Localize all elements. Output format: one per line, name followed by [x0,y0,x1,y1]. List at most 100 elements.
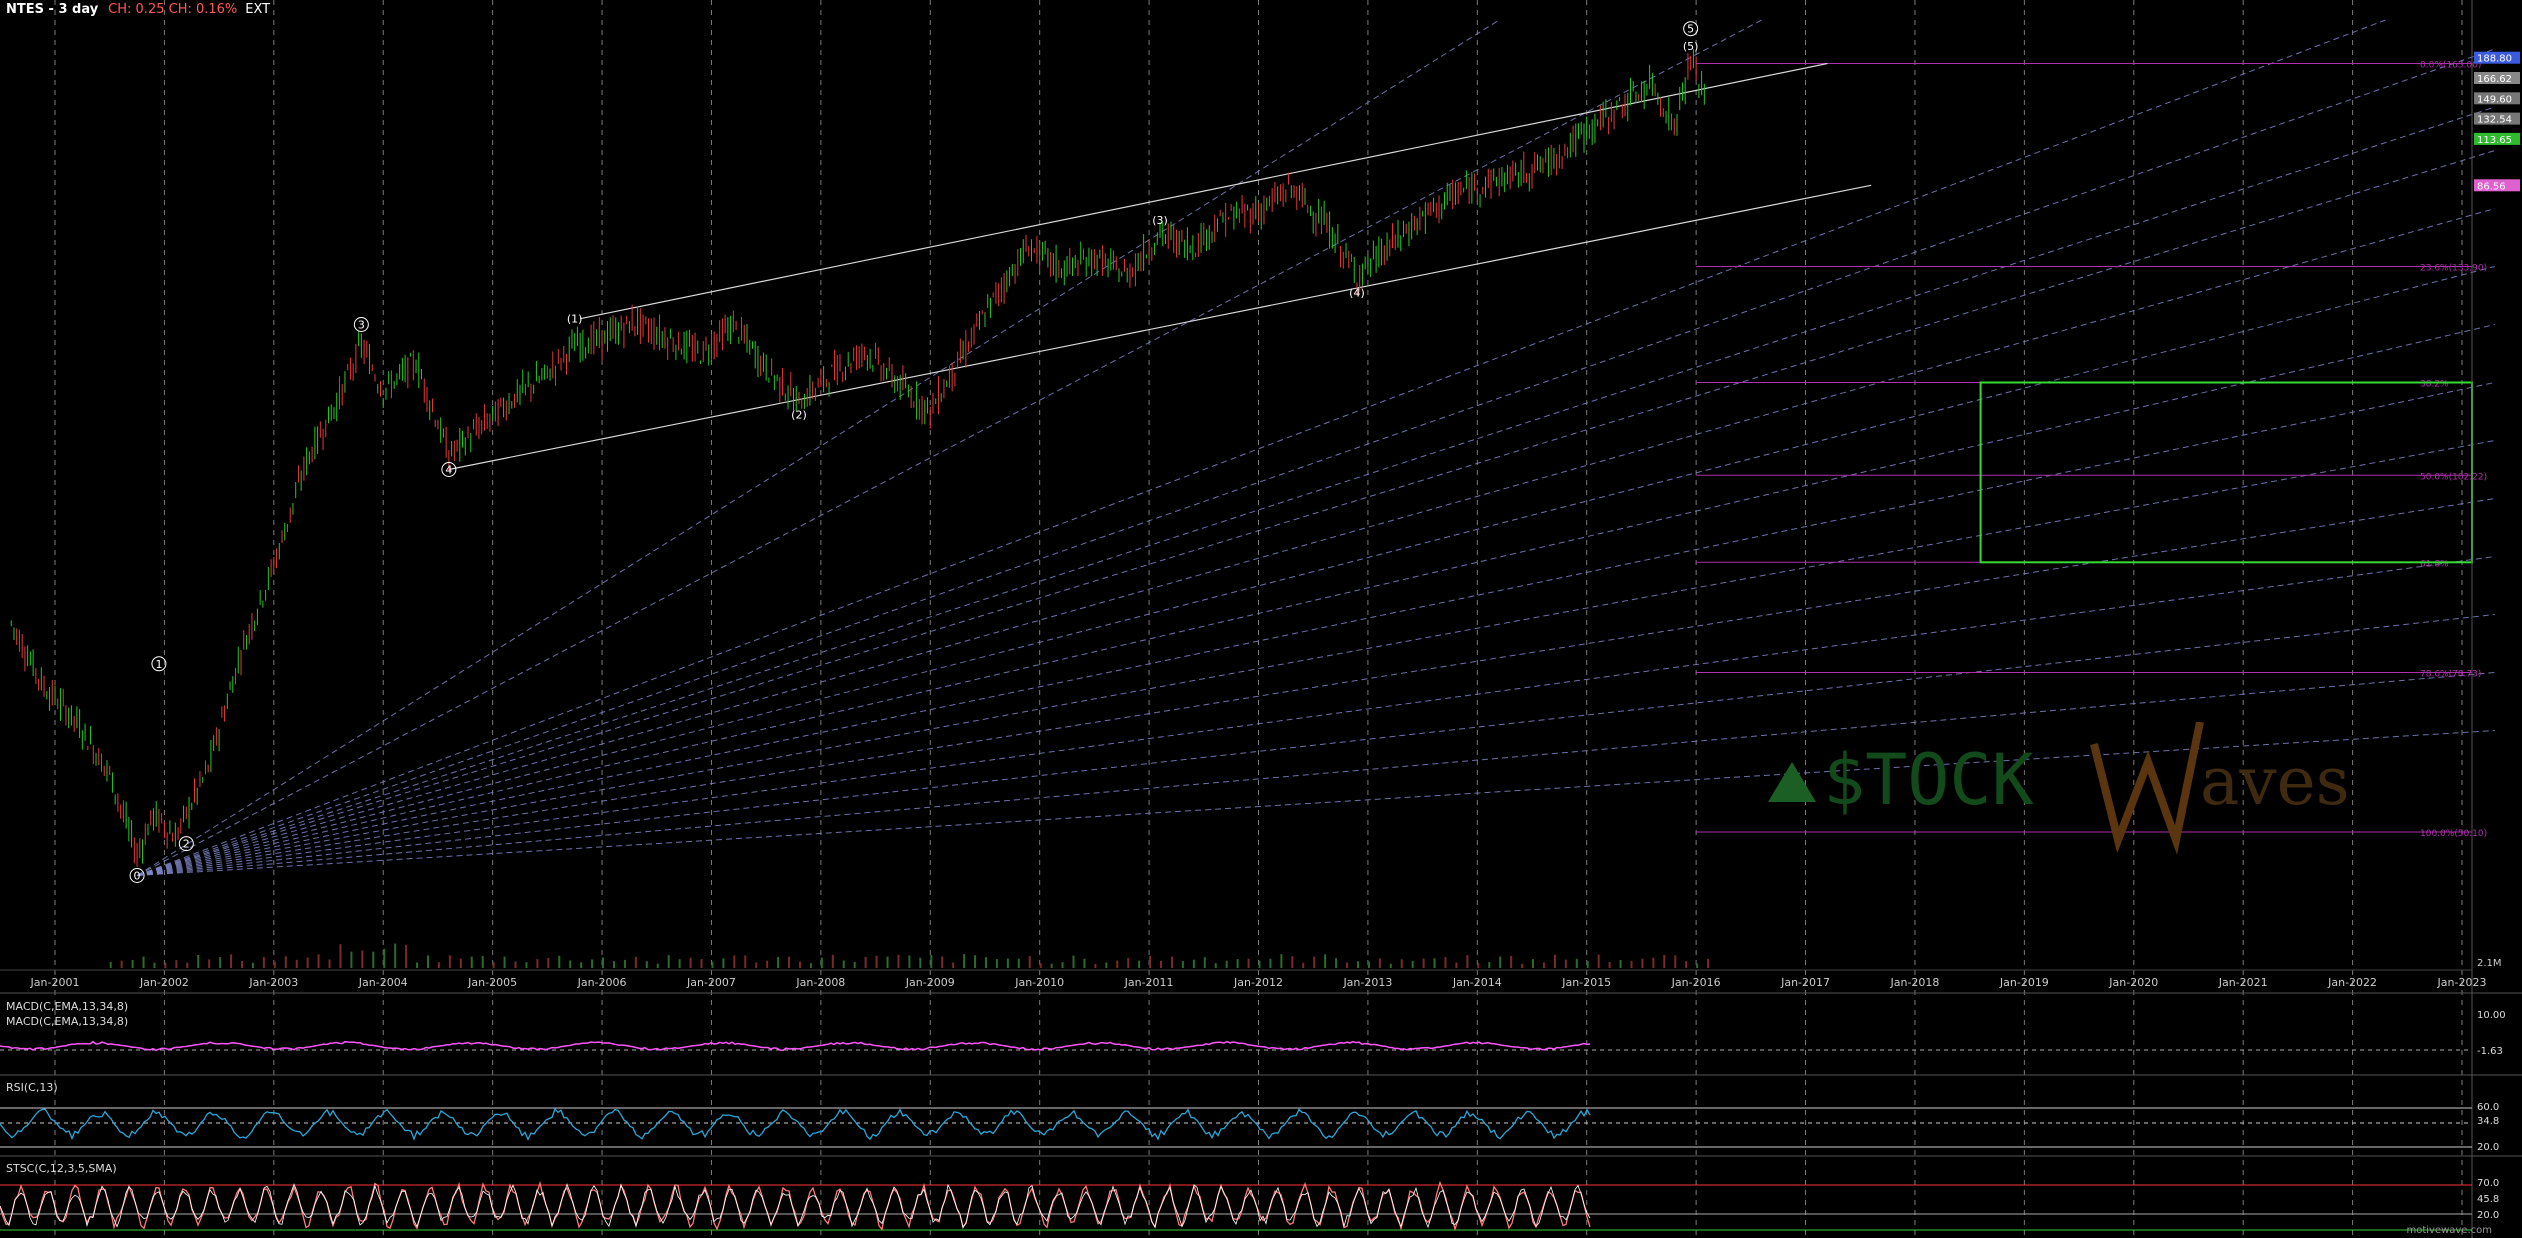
volume-bar [1127,957,1130,968]
wave-circle [1683,21,1699,37]
volume-bar [1532,959,1535,968]
right-axis-label: 149.60 [2477,94,2512,105]
volume-bar [1608,962,1611,968]
volume-bar [1028,956,1031,968]
volume-bar [995,958,998,968]
wave-label: 2 [183,838,190,851]
x-tick-label: Jan-2019 [1999,976,2049,989]
volume-bar [853,962,856,968]
volume-bar [1335,958,1338,968]
fan-line [136,324,2495,876]
volume-bar [372,951,375,968]
volume-bar [208,959,211,968]
volume-axis-label: 2.1M [2477,958,2502,969]
volume-bar [339,944,342,968]
volume-bar [722,958,725,968]
volume-bar [1269,958,1272,968]
volume-bar [1553,954,1556,968]
fan-line [136,382,2495,876]
right-axis-label: 113.65 [2477,135,2512,146]
indicator-axis-label: 10.00 [2477,1010,2506,1021]
fan-line [136,106,2495,876]
macd-line [0,1040,1591,1052]
volume-bar [711,961,714,968]
x-tick-label: Jan-2021 [2218,976,2268,989]
fan-line [137,614,2495,876]
volume-bar [175,960,178,968]
volume-bar [306,957,309,968]
x-tick-label: Jan-2022 [2327,976,2377,989]
fan-line [136,498,2495,876]
fan-line [137,730,2495,876]
fan-line [136,19,2386,876]
target-box-rect [1979,381,2473,564]
fib-label: 100.0%(50.10) [2420,829,2487,839]
volume-bar [1444,956,1447,968]
wave-labels: 0 1 2 3 4 (1) (2) (3) (4) (5) 5 [129,21,1699,883]
wave-label: (5) [1683,40,1699,53]
x-tick-label: Jan-2007 [686,976,736,989]
volume-bar [142,956,145,968]
volume-bar [1313,956,1316,968]
volume-bar [591,959,594,968]
volume-bar [963,954,966,968]
volume-bar [1663,954,1666,968]
volume-bar [798,961,801,968]
volume-bar [1488,962,1491,968]
indicator-axis-label: 45.8 [2477,1194,2499,1205]
volume-bar [503,956,506,968]
volume-bar [164,962,167,968]
wave-label: (4) [1349,287,1365,300]
volume-bar [634,956,637,968]
volume-bar [1542,962,1545,968]
volume-bar [1477,963,1480,968]
wave-label: (3) [1152,214,1168,227]
volume-bar [820,957,823,968]
x-tick-label: Jan-2010 [1014,976,1064,989]
volume-bar [1411,960,1414,968]
volume-bar [733,955,736,968]
volume-bar [941,956,944,968]
volume-bar [1586,961,1589,968]
volume-bar [1685,961,1688,968]
volume-bar [547,957,550,968]
fan-line [136,19,1500,876]
volume-bar [1149,955,1152,968]
volume-bar [1378,958,1381,968]
volume-bar [284,956,287,968]
volume-bar [700,959,703,968]
wave-circle [129,868,145,883]
volume-bar [1170,956,1173,968]
x-tick-label: Jan-2011 [1124,976,1174,989]
volume-bar [1641,958,1644,968]
stoch-d-line [0,1183,1591,1230]
volume-bar [153,962,156,968]
volume-bar [361,950,364,968]
volume-bar [1346,962,1349,968]
volume-bar [1203,957,1206,968]
indicator-axis-label: 20.0 [2477,1210,2499,1221]
volume-bar [437,962,440,968]
volume-bar [1258,960,1261,968]
volume-bar [262,957,265,968]
volume-bar [1214,963,1217,968]
right-axis-badge [2474,51,2520,64]
volume-bar [1105,962,1108,968]
fib-label: 78.6%(70.73) [2420,670,2481,680]
volume-bar [1181,961,1184,968]
volume-bar [875,955,878,968]
volume-bar [1083,958,1086,968]
rsi-label: RSI(C,13) [6,1081,58,1094]
volume-bar [952,962,955,968]
volume-bar [744,955,747,968]
wave-label: (2) [791,408,807,421]
wave-label: 5 [1687,23,1694,36]
fan-line [136,266,2495,876]
volume-bar [1564,959,1567,968]
volume-bar [1521,963,1524,968]
volume-bar [1094,963,1097,968]
volume-bar [109,961,112,968]
volume-bar [448,955,451,968]
x-tick-label: Jan-2016 [1671,976,1721,989]
